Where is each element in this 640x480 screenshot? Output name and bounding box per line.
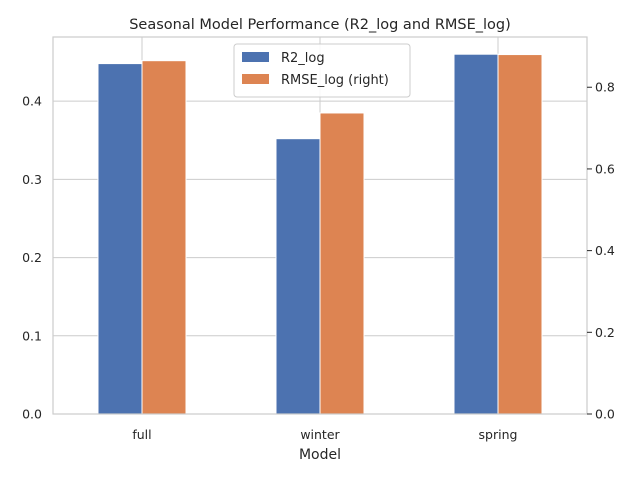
chart-title: Seasonal Model Performance (R2_log and R…	[129, 17, 511, 33]
y-tick-label-right: 0.2	[595, 325, 615, 340]
y-tick-label-left: 0.1	[22, 328, 42, 343]
bar-rmse-log-full	[141, 60, 187, 415]
x-axis-title: Model	[299, 447, 341, 463]
bar-r2-log-full	[97, 63, 143, 415]
legend-box	[233, 43, 411, 98]
x-tick-label: full	[132, 427, 151, 442]
bar-r2-log-winter	[275, 138, 321, 415]
bars-layer	[97, 53, 543, 415]
y-tick-label-left: 0.0	[22, 407, 42, 422]
bar-r2-log-spring	[453, 53, 499, 415]
bar-rmse-log-winter	[319, 112, 365, 415]
x-tick-label: spring	[479, 427, 518, 442]
plot-frame	[52, 36, 588, 415]
y-tick-label-left: 0.3	[22, 172, 42, 187]
y-tick-label-right: 0.6	[595, 161, 615, 176]
y-tick-label-right: 0.8	[595, 80, 615, 95]
x-tick-label: winter	[300, 427, 340, 442]
bar-rmse-log-spring	[497, 54, 543, 415]
y-tick-label-right: 0.4	[595, 243, 615, 258]
legend-label: R2_log	[281, 51, 325, 66]
y-tick-label-left: 0.2	[22, 250, 42, 265]
y-tick-label-right: 0.0	[595, 407, 615, 422]
legend: R2_log RMSE_log (right)	[233, 43, 411, 98]
legend-swatch	[242, 74, 269, 84]
legend-swatch	[242, 52, 269, 62]
ticks-layer: 0.0 0.1 0.2 0.3 0.4 0.0 0.2 0.4 0.6 0.8 full winter…	[22, 80, 615, 442]
legend-label: RMSE_log (right)	[281, 73, 389, 88]
y-tick-label-left: 0.4	[22, 94, 42, 109]
